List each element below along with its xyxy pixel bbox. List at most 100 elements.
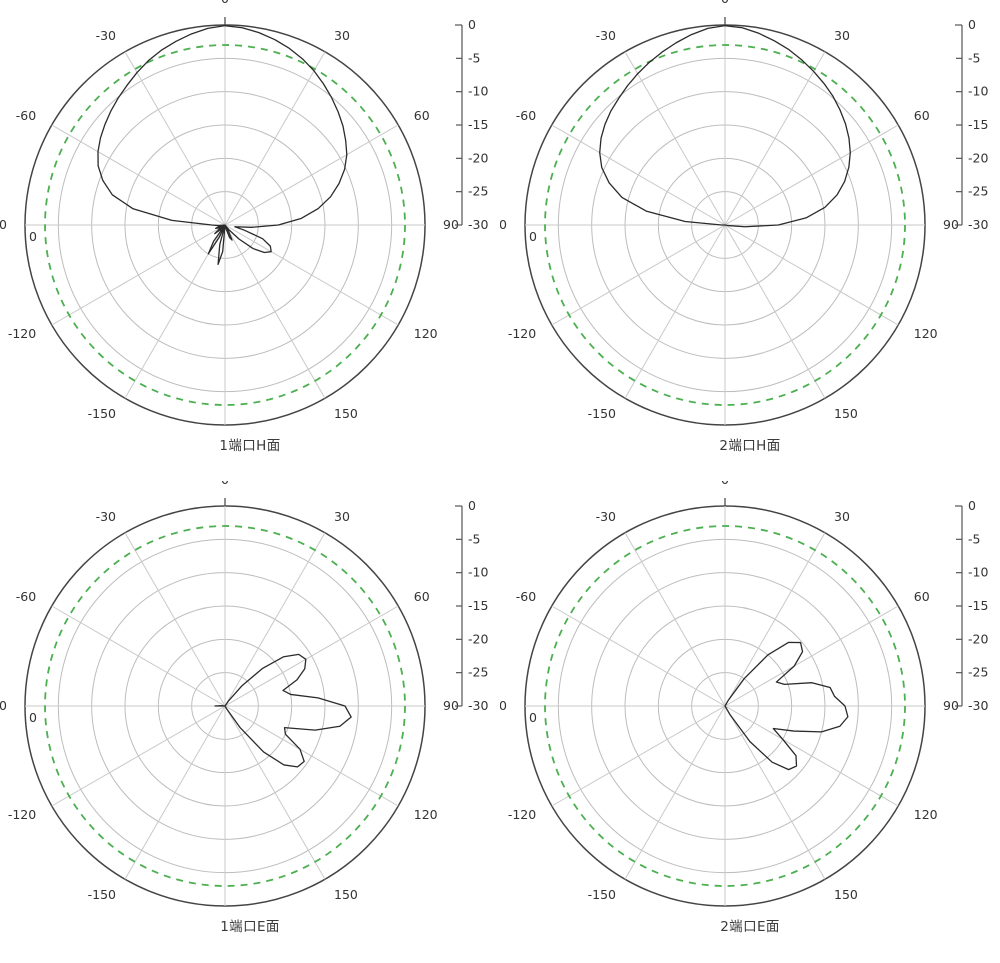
angle-tick-label--120: -120 [508,326,536,341]
angle-tick-label-120: 120 [414,326,438,341]
angle-tick-label--60: -60 [516,108,536,123]
angle-labels: 0306090120150±180-150-120-90-60-30 [500,0,959,421]
angle-tick-label-30: 30 [834,509,850,524]
radial-scale-bar: 0 -5 -10 -15 -20 -25 -30 [955,17,988,232]
angle-tick-label--30: -30 [96,509,116,524]
angle-tick-label--60: -60 [16,589,36,604]
angle-tick-label-30: 30 [334,509,350,524]
scale-tick-label-neg20: -20 [468,150,488,165]
radial-origin-label: 0 [529,710,537,725]
angle-tick-label--90: -90 [0,698,7,713]
plot-caption-port1-e: 1端口E面 [220,919,280,935]
radial-origin-label: 0 [529,229,537,244]
scale-tick-label-neg5: -5 [468,50,480,65]
angle-tick-label-90: 90 [943,217,959,232]
angle-tick-label--90: -90 [500,217,507,232]
angle-tick-label--120: -120 [508,807,536,822]
angle-tick-label-150: 150 [834,406,858,421]
plot-cell-port2-e: 0306090120150±180-150-120-90-60-3000-5-1… [500,481,1000,963]
mask-circle-green [544,525,906,887]
scale-tick-label-neg20: -20 [968,150,988,165]
angle-tick-label-120: 120 [414,807,438,822]
scale-tick-label-neg25: -25 [968,665,988,680]
scale-tick-label-0: 0 [468,498,476,513]
angle-tick-label--120: -120 [8,326,36,341]
angle-tick-label--30: -30 [96,28,116,43]
angle-tick-label-0: 0 [721,0,729,6]
pattern-trace [214,653,352,768]
angle-labels: 0306090120150±180-150-120-90-60-30 [0,0,459,421]
scale-tick-label-neg25: -25 [968,184,988,199]
plot-cell-port2-h: 0306090120150±180-150-120-90-60-3000-5-1… [500,0,1000,481]
angle-tick-label-120: 120 [914,807,938,822]
scale-tick-label-neg25: -25 [468,665,488,680]
scale-tick-label-0: 0 [968,17,976,32]
angle-tick-label-150: 150 [334,887,358,902]
mask-circle-green [44,44,406,406]
scale-tick-label-neg15: -15 [968,117,988,132]
polar-chart-port2-e: 0306090120150±180-150-120-90-60-3000-5-1… [500,481,988,907]
angle-tick-label-60: 60 [414,589,430,604]
radial-origin-label: 0 [29,710,37,725]
angle-tick-label-60: 60 [914,108,930,123]
pattern-trace [599,25,851,228]
angle-tick-label-0: 0 [221,481,229,487]
scale-tick-label-0: 0 [968,498,976,513]
scale-tick-label-neg10: -10 [968,565,988,580]
angle-tick-label-30: 30 [334,28,350,43]
angle-tick-label--60: -60 [516,589,536,604]
angle-tick-label-30: 30 [834,28,850,43]
scale-tick-label-neg5: -5 [968,531,980,546]
angle-tick-label--30: -30 [596,509,616,524]
angle-tick-label--150: -150 [588,887,616,902]
angle-tick-label-90: 90 [943,698,959,713]
radial-scale-bar: 0 -5 -10 -15 -20 -25 -30 [955,498,988,713]
angle-tick-label--30: -30 [596,28,616,43]
angle-tick-label--120: -120 [8,807,36,822]
angle-tick-label--150: -150 [588,406,616,421]
scale-tick-label-neg20: -20 [468,631,488,646]
plot-caption-port2-e: 2端口E面 [720,919,780,935]
plot-cell-port1-e: 0306090120150±180-150-120-90-60-3000-5-1… [0,481,500,963]
angle-tick-label--150: -150 [88,406,116,421]
angle-labels: 0306090120150±180-150-120-90-60-30 [500,481,959,902]
scale-tick-label-neg20: -20 [968,631,988,646]
radial-origin-label: 0 [29,229,37,244]
scale-tick-label-neg30: -30 [968,217,988,232]
angle-tick-label-120: 120 [914,326,938,341]
angle-labels: 0306090120150±180-150-120-90-60-30 [0,481,459,902]
scale-tick-label-0: 0 [468,17,476,32]
radial-scale-bar: 0 -5 -10 -15 -20 -25 -30 [455,498,488,713]
scale-tick-label-neg30: -30 [468,217,488,232]
angle-tick-label-60: 60 [414,108,430,123]
angle-tick-label--90: -90 [0,217,7,232]
scale-tick-label-neg10: -10 [968,84,988,99]
polar-chart-port1-e: 0306090120150±180-150-120-90-60-3000-5-1… [0,481,488,907]
radial-scale-bar: 0 -5 -10 -15 -20 -25 -30 [455,17,488,232]
mask-circle-green [44,525,406,887]
scale-tick-label-neg15: -15 [968,598,988,613]
scale-tick-label-neg15: -15 [468,598,488,613]
scale-tick-label-neg30: -30 [968,698,988,713]
angle-tick-label--60: -60 [16,108,36,123]
angle-tick-label-150: 150 [834,887,858,902]
pattern-trace [97,25,348,266]
pattern-trace [724,641,849,771]
plot-cell-port1-h: 0306090120150±180-150-120-90-60-3000-5-1… [0,0,500,481]
angle-tick-label-60: 60 [914,589,930,604]
angle-tick-label-150: 150 [334,406,358,421]
scale-tick-label-neg10: -10 [468,84,488,99]
angle-tick-label-0: 0 [221,0,229,6]
angle-tick-label-90: 90 [443,698,459,713]
angle-tick-label--150: -150 [88,887,116,902]
plot-caption-port1-h: 1端口H面 [219,438,281,454]
scale-tick-label-neg25: -25 [468,184,488,199]
angle-tick-label--90: -90 [500,698,507,713]
plot-caption-port2-h: 2端口H面 [719,438,781,454]
scale-tick-label-neg30: -30 [468,698,488,713]
scale-tick-label-neg5: -5 [468,531,480,546]
scale-tick-label-neg5: -5 [968,50,980,65]
angle-tick-label-0: 0 [721,481,729,487]
